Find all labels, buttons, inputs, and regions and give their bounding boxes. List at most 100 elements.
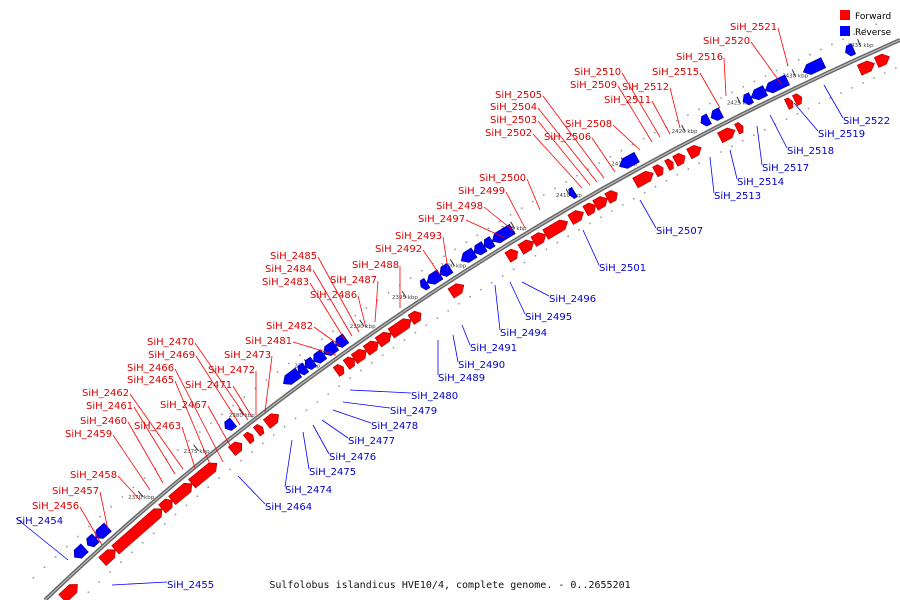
reverse-gene-label: SiH_2489 [438, 373, 485, 384]
leader-line [232, 385, 253, 418]
reverse-gene-label: SiH_2496 [549, 294, 596, 305]
forward-gene [592, 196, 608, 211]
tick-mark [401, 290, 407, 299]
forward-gene-label: SiH_2509 [570, 80, 617, 91]
track-dot [298, 354, 301, 357]
leader-line [312, 269, 353, 337]
track-dot [185, 504, 188, 507]
track-dot [174, 513, 177, 516]
track-dot [620, 149, 623, 152]
forward-gene [856, 60, 875, 76]
track-dot [731, 91, 734, 94]
forward-gene-label: SiH_2466 [127, 363, 174, 374]
forward-gene-label: SiH_2471 [185, 380, 232, 391]
track-dot [742, 85, 745, 88]
reverse-gene-label: SiH_2518 [787, 146, 834, 157]
track-dot [554, 187, 556, 190]
tick-mark [137, 490, 144, 498]
tick-mark [359, 319, 365, 327]
forward-gene-label: SiH_2467 [160, 400, 207, 411]
forward-gene-label: SiH_2492 [375, 244, 422, 255]
forward-gene [783, 97, 794, 110]
track-dot [465, 241, 468, 244]
forward-gene-label: SiH_2469 [148, 350, 195, 361]
reverse-gene [845, 43, 857, 57]
track-dot [232, 404, 235, 407]
track-dot [642, 137, 645, 140]
forward-gene-label: SiH_2502 [485, 128, 532, 139]
reverse-gene [764, 74, 791, 94]
leader-line [617, 85, 653, 143]
tick-label: 2380 kbp [229, 413, 255, 419]
leader-line [302, 431, 310, 470]
tick-label: 2435 kbp [848, 43, 874, 49]
track-dot [65, 545, 68, 548]
track-dot [509, 213, 512, 216]
leader-line [321, 419, 349, 439]
forward-gene [686, 144, 702, 160]
forward-gene [717, 127, 736, 144]
forward-gene-label: SiH_2459 [65, 429, 112, 440]
track-dot [764, 75, 767, 77]
leader-line [542, 95, 605, 179]
track-dot [365, 307, 368, 309]
leader-line [117, 475, 141, 501]
leader-line [494, 284, 501, 331]
track-dot [392, 346, 395, 349]
forward-gene [873, 53, 890, 68]
track-dot [587, 168, 590, 171]
legend-reverse-label: Reverse [855, 28, 892, 38]
leader-line [174, 380, 213, 470]
track-dot [316, 401, 319, 403]
track-dot [283, 425, 286, 428]
forward-gene-label: SiH_2521 [730, 22, 777, 33]
track-dot [875, 23, 878, 26]
track-dot [414, 331, 417, 334]
forward-gene [632, 170, 654, 189]
track-dot [332, 330, 334, 333]
leader-line [750, 41, 783, 86]
reverse-gene [568, 186, 578, 199]
leader-line [237, 475, 266, 505]
tick-mark [857, 39, 862, 47]
forward-gene-label: SiH_2487 [330, 275, 377, 286]
track-dot [143, 477, 146, 479]
track-dot [261, 442, 264, 445]
forward-gene-label: SiH_2488 [352, 260, 399, 271]
track-dot [531, 200, 534, 203]
reverse-gene [224, 417, 238, 431]
reverse-gene [710, 107, 724, 121]
genome-backbone [43, 38, 900, 600]
genes [58, 43, 890, 600]
leader-line [591, 137, 616, 173]
leader-line [823, 84, 844, 119]
tick-mark [449, 259, 456, 267]
leader-line [129, 393, 184, 470]
reverse-gene-label: SiH_2454 [16, 516, 63, 527]
legend-forward-label: Forward [855, 12, 891, 22]
reverse-gene [73, 543, 89, 559]
track-dot [609, 155, 612, 158]
track-dot [487, 227, 490, 230]
reverse-gene-label: SiH_2475 [309, 467, 356, 478]
reverse-gene-label: SiH_2501 [599, 263, 646, 274]
track-dot [534, 254, 537, 257]
track-dot [188, 440, 190, 442]
forward-gene [407, 310, 422, 325]
reverse-gene-label: SiH_2519 [818, 129, 865, 140]
forward-gene [567, 210, 584, 226]
reverse-gene-label: SiH_2474 [285, 485, 332, 496]
leader-line [127, 421, 164, 484]
track-dot [851, 87, 853, 89]
track-dot [720, 151, 722, 153]
forward-gene [791, 93, 803, 107]
tick-mark [193, 444, 200, 452]
leader-line [709, 157, 715, 194]
forward-gene-label: SiH_2503 [490, 115, 537, 126]
leader-line [521, 281, 550, 297]
reverse-gene [95, 522, 112, 539]
track-dot [698, 108, 700, 111]
forward-gene-label: SiH_2456 [32, 501, 79, 512]
leader-line [194, 342, 249, 421]
tick-label: 2375 kbp [184, 449, 210, 455]
